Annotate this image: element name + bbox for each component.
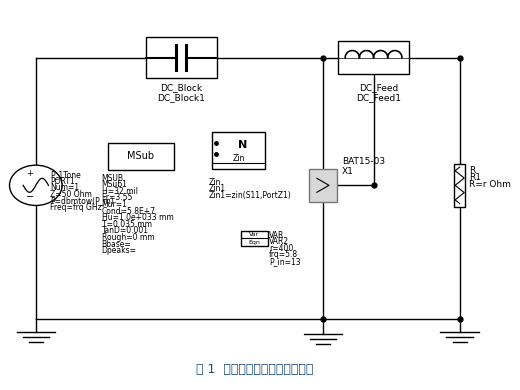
Text: R=r Ohm: R=r Ohm	[469, 180, 511, 189]
Text: Zin: Zin	[232, 154, 244, 163]
Text: MSub1: MSub1	[101, 180, 127, 189]
Text: BAT15-03
X1: BAT15-03 X1	[342, 157, 385, 176]
Text: Num=1: Num=1	[50, 183, 79, 192]
Text: Var: Var	[250, 232, 259, 237]
Text: P_in=13: P_in=13	[269, 257, 301, 266]
Text: 图 1  原理图仿真获取二极管阻抗: 图 1 原理图仿真获取二极管阻抗	[196, 363, 313, 376]
Text: Er=3.55: Er=3.55	[101, 193, 133, 202]
Bar	[338, 41, 409, 74]
Text: DC_Feed
DC_Feed1: DC_Feed DC_Feed1	[356, 83, 401, 102]
Text: P=dbmtow(P_in): P=dbmtow(P_in)	[50, 196, 114, 205]
Text: +: +	[27, 169, 33, 178]
Text: Z=50 Ohm: Z=50 Ohm	[50, 190, 92, 199]
Text: TanD=0.001: TanD=0.001	[101, 226, 149, 236]
Text: Zin1: Zin1	[209, 184, 226, 193]
Bar	[309, 169, 337, 202]
Text: frq=5.8: frq=5.8	[269, 250, 298, 259]
Text: r=400: r=400	[269, 244, 293, 253]
Text: Dpeaks=: Dpeaks=	[101, 246, 137, 255]
Text: VAR2: VAR2	[269, 237, 289, 246]
Text: Hu=1.0e+033 mm: Hu=1.0e+033 mm	[101, 213, 173, 222]
Text: Zin1=zin(S11,PortZ1): Zin1=zin(S11,PortZ1)	[209, 191, 292, 200]
Circle shape	[9, 165, 62, 206]
Bar	[241, 230, 268, 246]
Text: T=0.035 mm: T=0.035 mm	[101, 220, 152, 229]
Text: Rough=0 mm: Rough=0 mm	[101, 233, 154, 242]
Text: MSUB: MSUB	[101, 174, 124, 183]
Text: DC_Block
DC_Block1: DC_Block DC_Block1	[157, 83, 205, 102]
Text: MSub: MSub	[127, 151, 154, 161]
Text: R: R	[469, 166, 475, 175]
Text: Bbase=: Bbase=	[101, 239, 132, 248]
Text: P_1Tone: P_1Tone	[50, 170, 81, 179]
Text: H=32 mil: H=32 mil	[101, 187, 138, 196]
Text: Eqn: Eqn	[249, 240, 261, 245]
Text: Cond=5.8E+7: Cond=5.8E+7	[101, 207, 155, 216]
Text: Freq=frq GHz: Freq=frq GHz	[50, 203, 102, 212]
Text: N: N	[238, 140, 247, 150]
Text: Mur=1: Mur=1	[101, 200, 127, 209]
Text: VAR: VAR	[269, 230, 284, 239]
Bar	[454, 164, 465, 207]
Text: PORT1: PORT1	[50, 177, 75, 186]
Text: −: −	[25, 192, 34, 202]
Bar	[146, 37, 217, 78]
Text: R1: R1	[469, 173, 481, 182]
Bar	[212, 132, 265, 169]
Bar	[108, 143, 174, 170]
Text: Zin: Zin	[209, 177, 222, 186]
